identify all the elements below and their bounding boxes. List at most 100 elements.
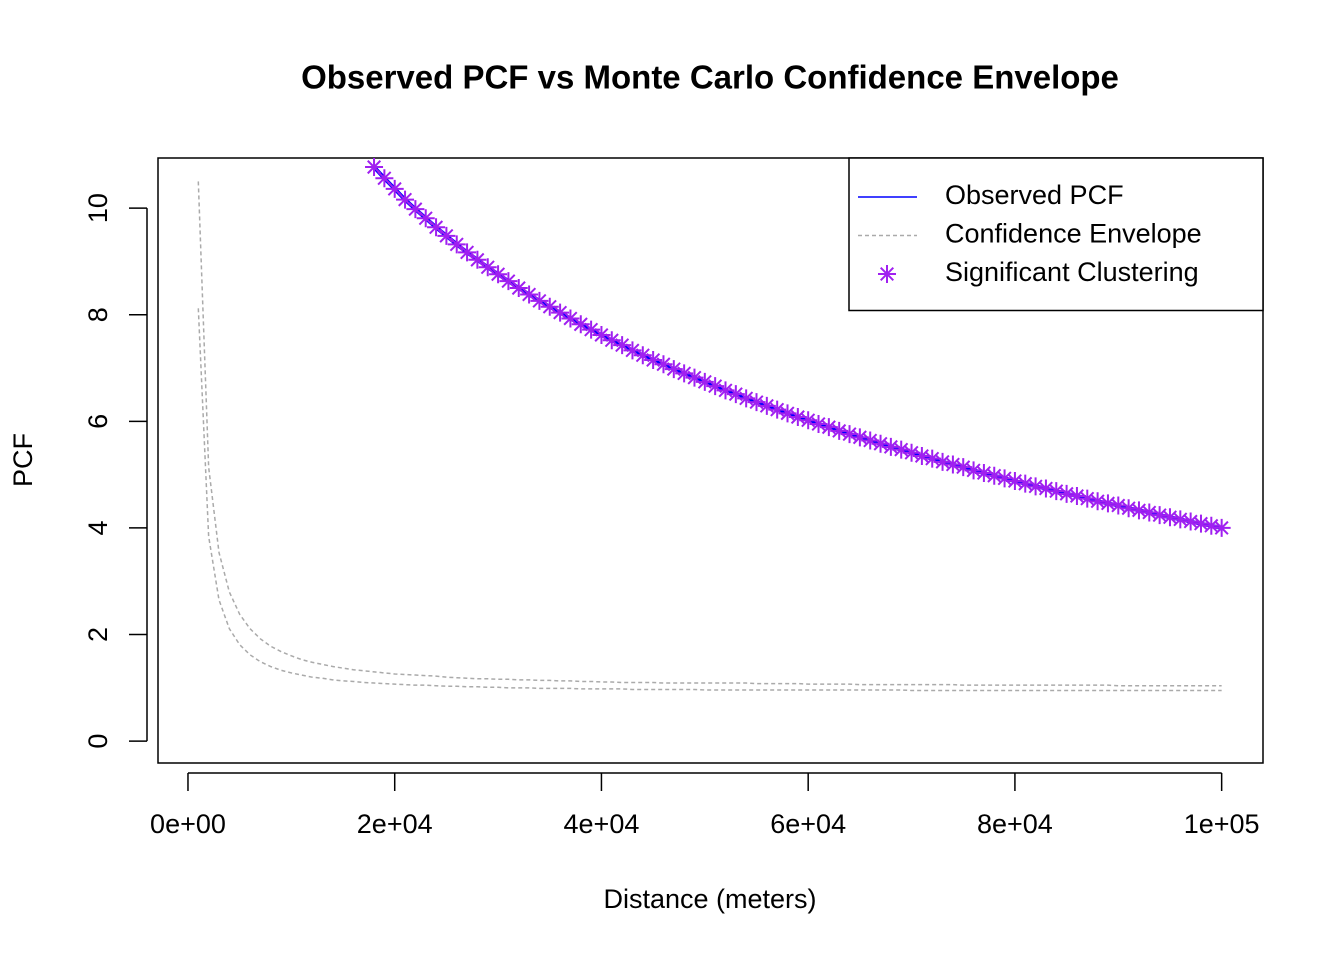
- marker: [489, 265, 508, 284]
- marker: [1078, 489, 1097, 508]
- y-tick-label: 2: [83, 627, 113, 642]
- marker: [458, 243, 477, 262]
- x-tick-label: 6e+04: [770, 809, 846, 839]
- marker: [375, 169, 394, 188]
- envelope-line: [197, 308, 1222, 692]
- marker: [437, 226, 456, 245]
- marker: [1067, 486, 1086, 505]
- marker: [1036, 479, 1055, 498]
- marker: [447, 235, 466, 254]
- envelope-line: [197, 181, 1222, 687]
- marker: [1016, 474, 1035, 493]
- marker: [416, 209, 435, 228]
- marker: [1129, 501, 1148, 520]
- marker: [974, 464, 993, 483]
- marker: [571, 315, 590, 334]
- marker: [385, 179, 404, 198]
- y-tick-label: 4: [83, 520, 113, 535]
- y-axis-label: PCF: [8, 433, 38, 487]
- legend-box: [848, 157, 1264, 312]
- marker: [747, 393, 766, 412]
- marker: [1171, 510, 1190, 529]
- y-tick-label: 8: [83, 307, 113, 322]
- marker: [365, 158, 384, 177]
- marker: [912, 446, 931, 465]
- marker: [892, 440, 911, 459]
- marker: [520, 285, 539, 304]
- marker: [716, 381, 735, 400]
- marker: [850, 428, 869, 447]
- marker: [478, 258, 497, 277]
- marker: [561, 309, 580, 328]
- marker: [509, 279, 528, 298]
- marker: [737, 389, 756, 408]
- marker: [809, 414, 828, 433]
- marker: [840, 425, 859, 444]
- marker: [499, 272, 518, 291]
- marker: [406, 200, 425, 219]
- marker: [1212, 518, 1231, 537]
- marker: [985, 466, 1004, 485]
- marker: [664, 360, 683, 379]
- marker: [819, 418, 838, 437]
- marker: [757, 396, 776, 415]
- marker: [881, 437, 900, 456]
- marker: [644, 351, 663, 370]
- marker: [1098, 494, 1117, 513]
- marker: [706, 377, 725, 396]
- marker: [468, 250, 487, 269]
- marker: [923, 449, 942, 468]
- y-tick-label: 0: [83, 734, 113, 749]
- marker: [1119, 499, 1138, 518]
- x-tick-label: 2e+04: [357, 809, 433, 839]
- marker: [602, 331, 621, 350]
- chart-title: Observed PCF vs Monte Carlo Confidence E…: [301, 59, 1119, 96]
- marker: [964, 461, 983, 480]
- marker: [788, 408, 807, 427]
- x-tick-label: 4e+04: [564, 809, 640, 839]
- legend-marker: [878, 265, 896, 283]
- marker: [540, 297, 559, 316]
- marker: [1057, 484, 1076, 503]
- marker: [1160, 508, 1179, 527]
- marker: [778, 404, 797, 423]
- marker: [830, 421, 849, 440]
- marker: [933, 452, 952, 471]
- marker: [1140, 503, 1159, 522]
- marker: [1047, 482, 1066, 501]
- marker: [613, 336, 632, 355]
- plot-area: [197, 158, 1231, 692]
- x-axis-label: Distance (meters): [603, 884, 816, 914]
- marker: [954, 458, 973, 477]
- marker: [675, 364, 694, 383]
- x-tick-label: 1e+05: [1184, 809, 1260, 839]
- marker: [427, 218, 446, 237]
- marker: [1109, 496, 1128, 515]
- legend-label: Confidence Envelope: [945, 219, 1202, 249]
- marker: [995, 469, 1014, 488]
- marker: [1005, 472, 1024, 491]
- legend-label: Significant Clustering: [945, 257, 1199, 287]
- x-tick-label: 8e+04: [977, 809, 1053, 839]
- marker: [726, 385, 745, 404]
- marker: [902, 443, 921, 462]
- marker: [943, 455, 962, 474]
- marker: [1150, 506, 1169, 525]
- marker: [530, 291, 549, 310]
- marker: [551, 303, 570, 322]
- y-tick-label: 6: [83, 414, 113, 429]
- marker: [396, 190, 415, 209]
- x-tick-label: 0e+00: [150, 809, 226, 839]
- marker: [1181, 512, 1200, 531]
- plot-frame: [157, 157, 1264, 764]
- marker: [1202, 516, 1221, 535]
- marker: [685, 368, 704, 387]
- marker: [654, 355, 673, 374]
- marker: [633, 346, 652, 365]
- marker: [871, 434, 890, 453]
- marker: [1088, 492, 1107, 511]
- marker: [799, 411, 818, 430]
- marker: [1191, 514, 1210, 533]
